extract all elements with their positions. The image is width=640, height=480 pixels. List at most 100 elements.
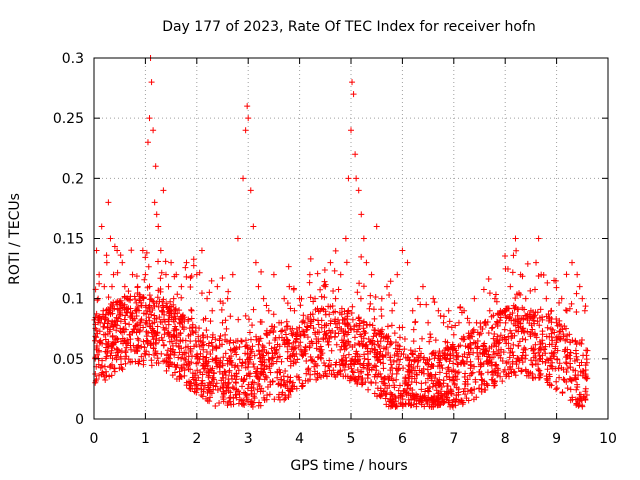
data-point <box>140 324 147 331</box>
data-point <box>116 365 123 372</box>
data-point <box>107 235 114 242</box>
data-point <box>178 283 185 290</box>
data-point <box>121 294 128 301</box>
data-point <box>377 359 384 366</box>
data-point <box>434 396 441 403</box>
data-point <box>454 361 461 368</box>
data-point <box>230 346 237 353</box>
data-point <box>209 356 216 363</box>
data-point <box>148 362 155 369</box>
data-point <box>262 373 269 380</box>
data-point <box>381 388 388 395</box>
data-point <box>524 260 531 267</box>
data-point <box>322 331 329 338</box>
data-point <box>378 306 385 313</box>
data-point <box>572 372 579 379</box>
data-point <box>296 376 303 383</box>
data-point <box>255 341 262 348</box>
data-point <box>304 366 311 373</box>
data-point <box>364 322 371 329</box>
data-point <box>365 356 372 363</box>
data-point <box>148 357 155 364</box>
data-point <box>336 320 343 327</box>
data-point <box>371 362 378 369</box>
data-point <box>378 313 385 320</box>
data-point <box>393 357 400 364</box>
data-point <box>185 353 192 360</box>
data-point <box>368 271 375 278</box>
data-point <box>382 346 389 353</box>
data-point <box>507 363 514 370</box>
data-point <box>418 367 425 374</box>
data-point <box>303 357 310 364</box>
data-point <box>408 361 415 368</box>
y-tick-label: 0 <box>75 412 84 428</box>
data-point <box>114 336 121 343</box>
data-point <box>521 345 528 352</box>
data-point <box>556 374 563 381</box>
data-point <box>546 333 553 340</box>
data-point <box>505 370 512 377</box>
data-point <box>358 253 365 260</box>
data-point <box>473 319 480 326</box>
data-point <box>239 401 246 408</box>
data-point <box>354 367 361 374</box>
data-point <box>543 295 550 302</box>
data-point <box>537 306 544 313</box>
data-point <box>166 312 173 319</box>
data-point <box>257 335 264 342</box>
data-point <box>199 377 206 384</box>
data-point <box>359 380 366 387</box>
data-point <box>128 346 135 353</box>
data-point <box>350 91 357 98</box>
data-point <box>327 259 334 266</box>
data-point <box>285 392 292 399</box>
data-point <box>185 378 192 385</box>
data-point <box>397 356 404 363</box>
data-point <box>549 365 556 372</box>
data-point <box>217 332 224 339</box>
data-point <box>217 357 224 364</box>
data-point <box>114 298 121 305</box>
y-tick-label: 0.2 <box>62 171 84 187</box>
data-point <box>578 340 585 347</box>
data-point <box>534 318 541 325</box>
data-point <box>452 322 459 329</box>
data-point <box>253 336 260 343</box>
data-point <box>135 358 142 365</box>
data-point <box>159 308 166 315</box>
data-point <box>414 371 421 378</box>
data-point <box>190 329 197 336</box>
data-point <box>232 379 239 386</box>
data-point <box>347 375 354 382</box>
data-point <box>356 280 363 287</box>
data-point <box>200 346 207 353</box>
data-point <box>381 380 388 387</box>
data-point <box>160 324 167 331</box>
data-point <box>577 391 584 398</box>
data-point <box>460 399 467 406</box>
data-point <box>409 373 416 380</box>
data-point <box>303 323 310 330</box>
data-point <box>341 308 348 315</box>
data-point <box>436 348 443 355</box>
data-point <box>157 288 164 295</box>
data-point <box>290 285 297 292</box>
data-point <box>316 329 323 336</box>
data-point <box>113 299 120 306</box>
data-point <box>384 338 391 345</box>
data-point <box>348 309 355 316</box>
data-point <box>224 384 231 391</box>
data-point <box>574 271 581 278</box>
data-point <box>556 299 563 306</box>
data-point <box>158 334 165 341</box>
data-point <box>528 357 535 364</box>
data-point <box>339 357 346 364</box>
data-point <box>362 343 369 350</box>
data-point <box>123 353 130 360</box>
data-point <box>117 252 124 259</box>
data-point <box>539 331 546 338</box>
data-point <box>338 305 345 312</box>
data-point <box>479 325 486 332</box>
data-point <box>236 344 243 351</box>
